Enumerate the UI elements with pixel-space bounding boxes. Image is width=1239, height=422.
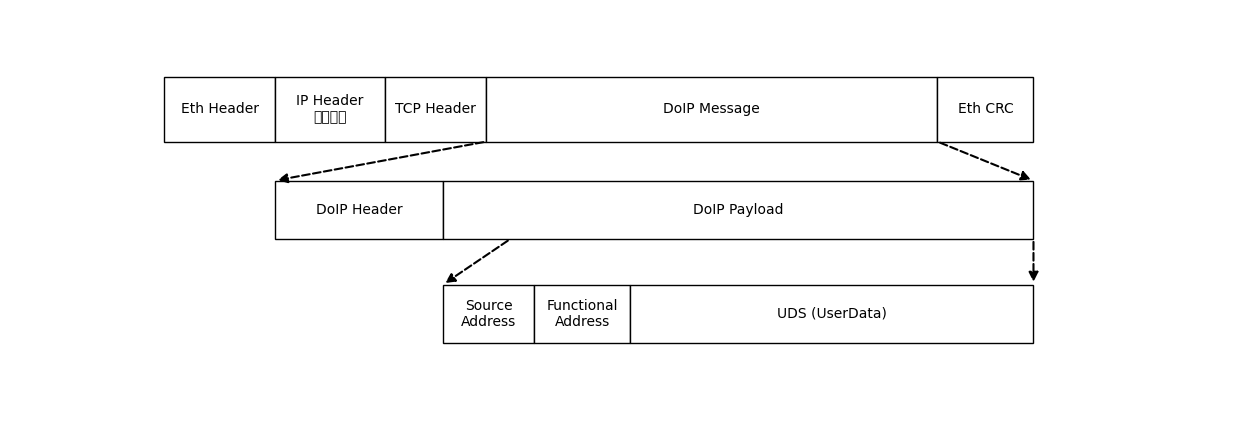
Bar (275, 181, 444, 239)
Bar (275, 77, 385, 142)
Text: TCP Header: TCP Header (395, 102, 476, 116)
Bar (631, 284, 1033, 343)
Bar (444, 284, 534, 343)
Text: DoIP Payload: DoIP Payload (693, 203, 783, 217)
Text: UDS (UserData): UDS (UserData) (777, 307, 887, 321)
Text: Eth Header: Eth Header (181, 102, 259, 116)
Bar (385, 77, 486, 142)
Text: Functional
Address: Functional Address (546, 299, 618, 329)
Text: Source
Address: Source Address (461, 299, 517, 329)
Text: DoIP Header: DoIP Header (316, 203, 403, 217)
Text: DoIP Message: DoIP Message (663, 102, 761, 116)
Text: IP Header
（单播）: IP Header （单播） (296, 94, 364, 124)
Bar (938, 77, 1033, 142)
Bar (165, 77, 275, 142)
Bar (444, 181, 1033, 239)
Bar (486, 77, 938, 142)
Bar (534, 284, 631, 343)
Text: Eth CRC: Eth CRC (958, 102, 1014, 116)
